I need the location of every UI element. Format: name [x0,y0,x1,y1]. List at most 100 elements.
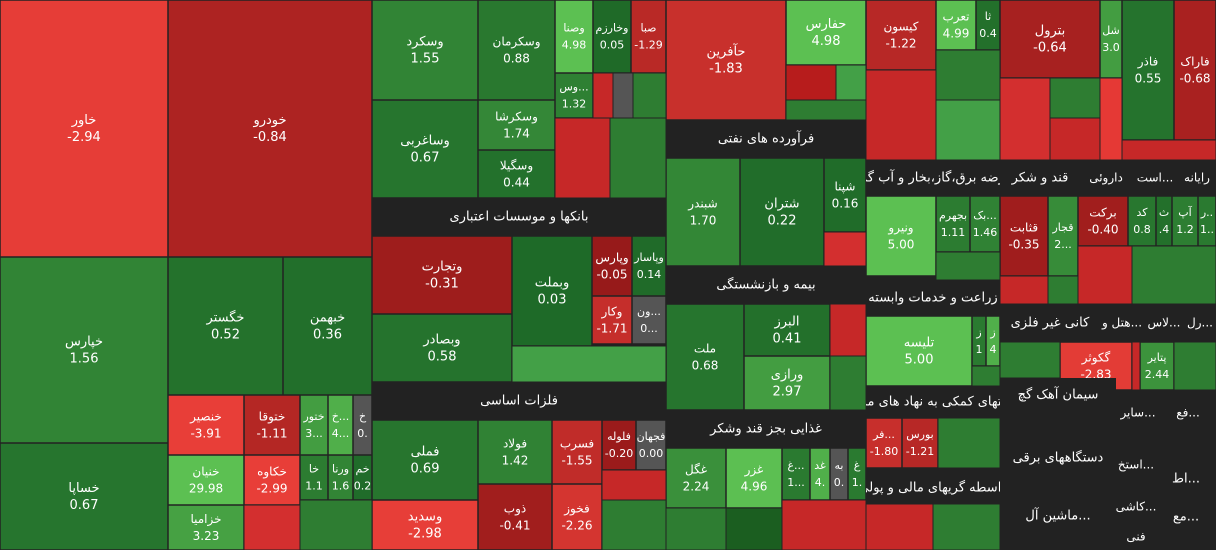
tile-symbol: ختوقا [259,410,286,425]
filler-tile [823,231,867,267]
filler-tile [829,355,867,411]
tile-symbol: خم [355,463,369,476]
tile-change: 0.58 [428,350,457,365]
tile-bg [1174,0,1216,140]
header-bg [1000,304,1100,342]
header-bg [666,266,866,304]
filler-tile [999,77,1051,161]
tile-symbol: وبملت [535,276,569,291]
filler-tile [781,499,867,550]
tile-symbol: حفارس [806,17,847,32]
tile-change: 4.96 [741,480,768,494]
tile-bg [830,448,848,500]
tile-change: 2.24 [683,480,710,494]
tile-symbol: بجهرم [939,209,967,222]
stock-tile: فجهان 0.00 [636,420,666,470]
tile-change: 0.88 [503,52,530,66]
tile-change: 1.56 [70,352,99,367]
tile-symbol: فلوله [607,430,631,443]
sector-title: غذایی بجز قند وشکر [709,422,822,437]
tile-change: 4... [332,427,350,440]
header-bg [1000,440,1116,476]
tile-symbol: تلیسه [904,336,935,351]
tile-bg [972,316,986,366]
stock-tile: فر... -1.80 [866,418,902,468]
stock-tile: بترول -0.64 [1000,0,1100,78]
stock-tile: خاور -2.94 [0,0,168,257]
header-bg [1116,448,1156,482]
tile-bg [902,418,938,468]
stock-tile: ز4 [986,316,1000,366]
tile-bg [592,296,632,344]
tile-change: 1.46 [973,226,998,239]
tile-bg [244,455,300,505]
tile-change: 1.70 [690,214,717,228]
stock-tile: شبندر 1.70 [666,158,740,266]
tile-change: -0.64 [1033,41,1067,56]
tile-change: 0.2 [354,480,372,493]
sector-title: سایر... [1119,406,1155,421]
tile-bg [848,448,866,500]
tile-symbol: حآفرین [707,43,746,60]
stock-tile: ون... 0... [632,296,666,344]
tile-change: 4.98 [562,39,587,52]
tile-symbol: ر.. [1200,206,1213,219]
filler-tile [935,99,1001,161]
stock-tile: تعرب 4.99 [936,0,976,50]
tile-symbol: غد [814,459,826,472]
tile-symbol: برکت [1089,206,1116,221]
tile-change: 0.16 [832,197,859,211]
stock-tile: وخارزم 0.05 [593,0,631,73]
sector-header: عرضه برق،گاز،بخار و آب گرم [866,160,1000,196]
tile-change: 2.44 [1145,368,1170,381]
sector-header: استخ... [1116,448,1156,482]
sector-header: رل... [1184,304,1216,342]
stock-tile: خنیان 29.98 [168,455,244,505]
tile-bg [372,0,478,100]
stock-tile: غد 4. [810,448,830,500]
stock-tile: ث .4 [1156,196,1172,246]
filler-tile [243,504,301,550]
header-bg [1144,304,1184,342]
stock-tile: شل 3.0 [1100,0,1122,78]
header-bg [1156,462,1216,496]
tile-bg [168,257,283,395]
filler-tile [999,341,1061,379]
sector-title: فرآورده های نفتی [718,130,814,147]
stock-tile: شتران 0.22 [740,158,824,266]
tile-change: 1. [852,476,863,489]
sector-header: اط... [1156,462,1216,496]
filler-tile [592,72,614,119]
stock-tile: غ... 1... [782,448,810,500]
tile-symbol: شبندر [687,197,717,212]
stock-tile: فسرب -1.55 [552,420,602,484]
tile-change: 4.98 [812,34,841,49]
tile-change: 1.11 [941,226,966,239]
tile-symbol: فجهان [637,430,666,443]
tile-symbol: خساپا [68,481,99,496]
tile-change: 0.00 [639,447,664,460]
tile-symbol: وساغربی [400,134,450,149]
stock-tile: ثا 0.4 [976,0,1000,50]
tile-change: 1.32 [562,98,587,111]
tile-symbol: غ [854,459,861,472]
sector-header: کاشی... [1116,490,1156,524]
tile-bg [478,100,555,150]
tile-symbol: وسکرشا [495,110,538,125]
tile-change: -0.84 [253,130,287,145]
tile-symbol: ختور [302,410,324,423]
sector-title: زراعت و خدمات وابسته [868,291,997,306]
tile-bg [0,257,168,443]
tile-bg [866,316,972,386]
stock-tile: خبهمن 0.36 [283,257,372,395]
stock-tile: ورازی 2.97 [744,356,830,410]
stock-tile: فخوز -2.26 [552,484,602,550]
tile-symbol: فملی [411,445,440,460]
filler-tile [865,503,934,550]
stock-tile: ورنا 1.6 [328,455,353,500]
tile-symbol: تعرب [942,10,969,25]
tile-bg [478,0,555,100]
header-bg [1116,490,1156,524]
filler-tile [554,117,611,199]
stock-tile: وسکرشا 1.74 [478,100,555,150]
